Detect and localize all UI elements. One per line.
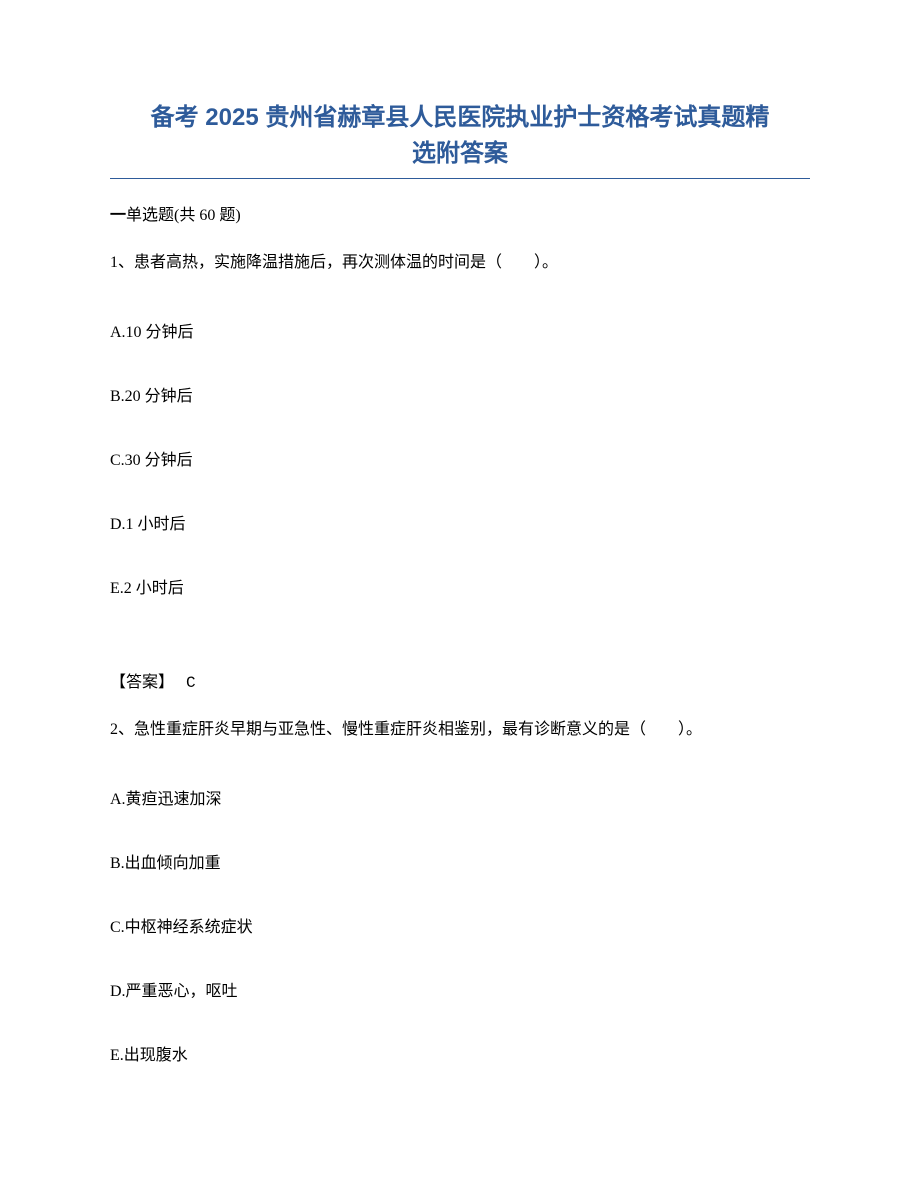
title-line-1: 备考 2025 贵州省赫章县人民医院执业护士资格考试真题精 [151,104,770,131]
title-line-2: 选附答案 [412,140,508,167]
question-1-option-d: D.1 小时后 [110,510,810,534]
question-1-stem: 1、患者高热，实施降温措施后，再次测体温的时间是（ ）。 [110,249,810,278]
question-2-option-e: E.出现腹水 [110,1041,810,1065]
document-title: 备考 2025 贵州省赫章县人民医院执业护士资格考试真题精 选附答案 [110,100,810,172]
document-page: 备考 2025 贵州省赫章县人民医院执业护士资格考试真题精 选附答案 一单选题(… [0,0,920,1165]
question-2-option-a: A.黄疸迅速加深 [110,785,810,809]
question-1-option-b: B.20 分钟后 [110,382,810,406]
question-2-stem: 2、急性重症肝炎早期与亚急性、慢性重症肝炎相鉴别，最有诊断意义的是（ ）。 [110,716,810,745]
title-divider [110,178,810,179]
question-1-option-c: C.30 分钟后 [110,446,810,470]
question-2-option-b: B.出血倾向加重 [110,849,810,873]
question-2-option-d: D.严重恶心，呕吐 [110,977,810,1001]
section-header: 一单选题(共 60 题) [110,201,810,225]
answer-value: C [186,674,196,692]
question-1-option-e: E.2 小时后 [110,574,810,598]
question-1-answer: 【答案】 C [110,668,810,692]
question-2-option-c: C.中枢神经系统症状 [110,913,810,937]
section-count: (共 60 题) [174,207,241,224]
answer-label: 【答案】 [110,674,174,691]
question-1-option-a: A.10 分钟后 [110,318,810,342]
section-prefix: 一 [110,207,126,224]
section-label: 单选题 [126,207,174,224]
